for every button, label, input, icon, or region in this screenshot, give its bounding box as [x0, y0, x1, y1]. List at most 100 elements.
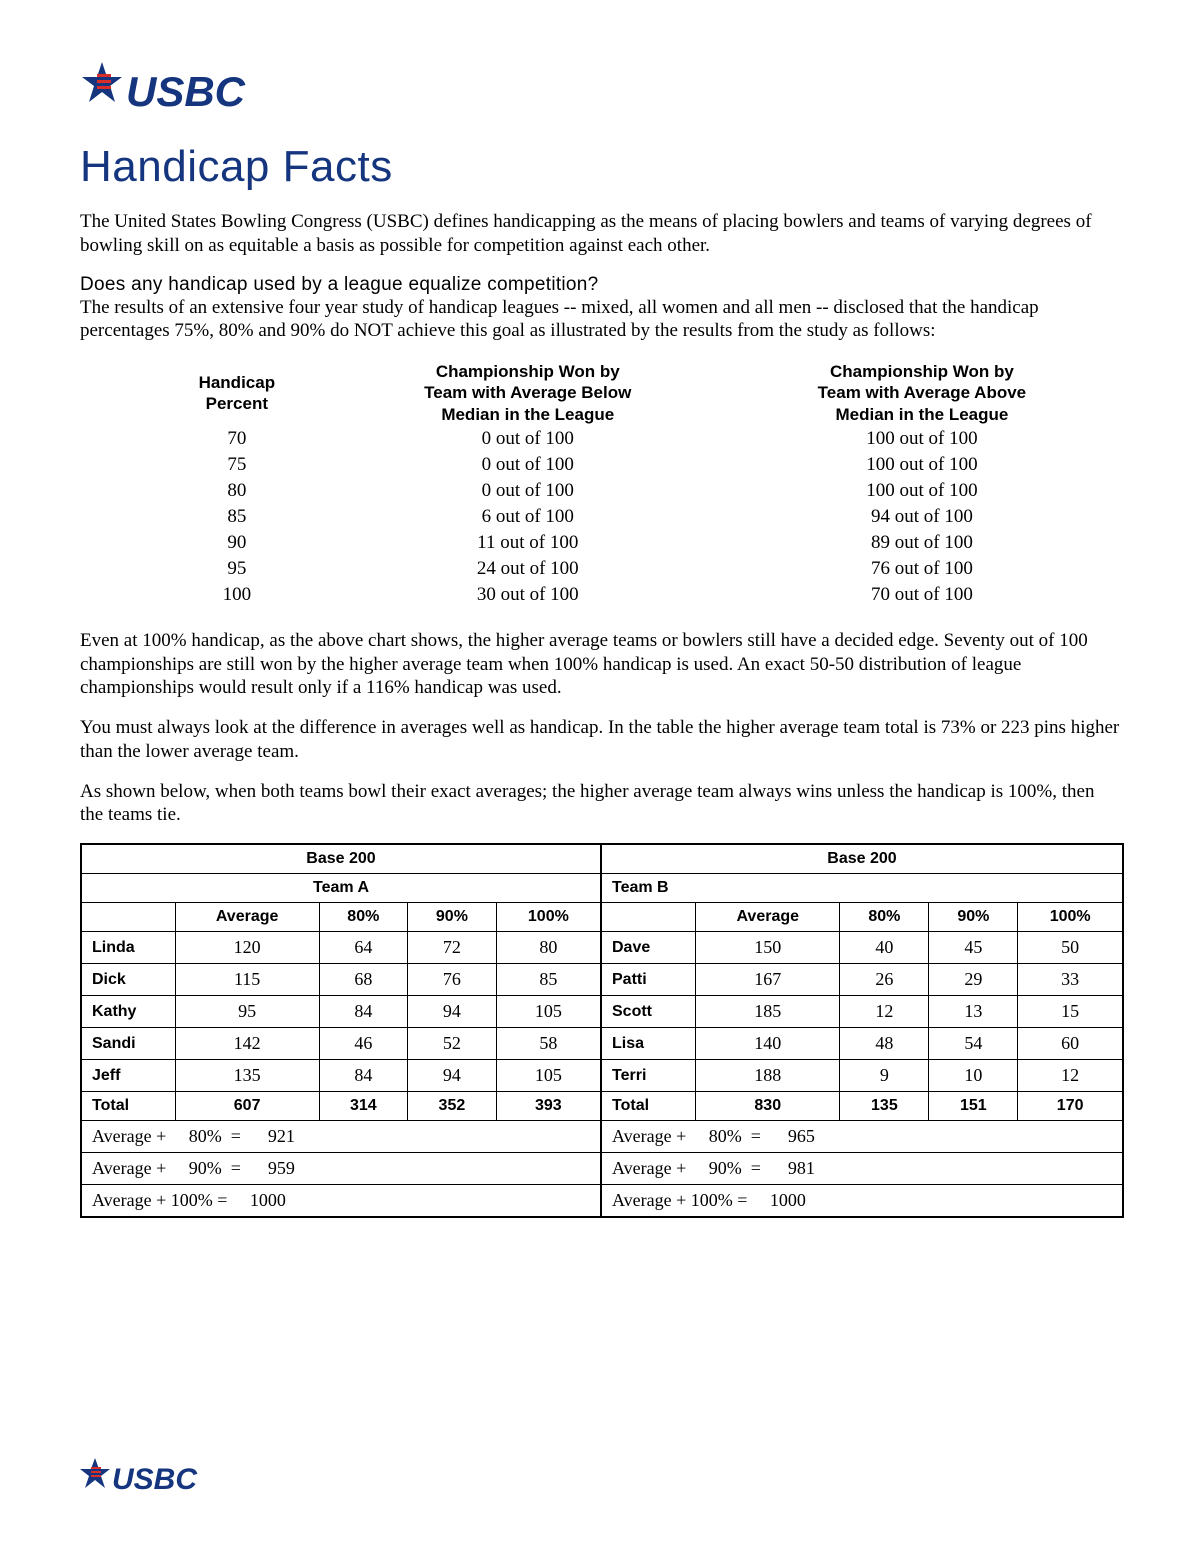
study-row: 10030 out of 10070 out of 100	[82, 583, 1118, 607]
total-100-a: 393	[496, 1092, 600, 1121]
usbc-footer-logo-svg: USBC	[80, 1457, 260, 1503]
player-row: Sandi142465258	[82, 1028, 600, 1060]
base-200-tables: Base 200 Team A Average 80% 90% 100% Lin…	[80, 843, 1124, 1218]
paragraph-4: As shown below, when both teams bowl the…	[80, 780, 1120, 828]
study-cell-below: 6 out of 100	[332, 505, 724, 529]
study-cell-percent: 90	[82, 531, 330, 555]
team-a-label: Team A	[82, 874, 600, 903]
col-100-a: 100%	[496, 903, 600, 932]
study-cell-below: 0 out of 100	[332, 479, 724, 503]
study-cell-above: 100 out of 100	[726, 427, 1118, 451]
player-row: Scott185121315	[602, 996, 1122, 1028]
player-90: 29	[929, 964, 1018, 996]
player-row: Dave150404550	[602, 932, 1122, 964]
player-name: Patti	[602, 964, 696, 996]
question-1-heading: Does any handicap used by a league equal…	[80, 274, 1120, 296]
question-1-text: The results of an extensive four year st…	[80, 296, 1120, 344]
player-80: 46	[319, 1028, 408, 1060]
team-b-body: Dave150404550Patti167262933Scott18512131…	[602, 932, 1122, 1092]
player-90: 13	[929, 996, 1018, 1028]
study-row: 9524 out of 10076 out of 100	[82, 557, 1118, 581]
player-90: 10	[929, 1060, 1018, 1092]
player-row: Patti167262933	[602, 964, 1122, 996]
player-avg: 188	[696, 1060, 840, 1092]
player-90: 54	[929, 1028, 1018, 1060]
study-results-table: HandicapPercent Championship Won byTeam …	[80, 359, 1120, 609]
player-name: Kathy	[82, 996, 175, 1028]
player-name: Sandi	[82, 1028, 175, 1060]
player-row: Dick115687685	[82, 964, 600, 996]
total-90-a: 352	[408, 1092, 497, 1121]
study-cell-below: 11 out of 100	[332, 531, 724, 555]
player-100: 85	[496, 964, 600, 996]
player-avg: 120	[175, 932, 319, 964]
player-name: Dave	[602, 932, 696, 964]
player-90: 94	[408, 996, 497, 1028]
player-name: Jeff	[82, 1060, 175, 1092]
page-title: Handicap Facts	[80, 142, 1120, 192]
col-100-b: 100%	[1018, 903, 1122, 932]
player-row: Jeff1358494105	[82, 1060, 600, 1092]
total-label-b: Total	[602, 1092, 696, 1121]
player-100: 105	[496, 996, 600, 1028]
team-a-panel: Base 200 Team A Average 80% 90% 100% Lin…	[82, 845, 602, 1216]
player-90: 52	[408, 1028, 497, 1060]
study-cell-above: 100 out of 100	[726, 453, 1118, 477]
intro-paragraph: The United States Bowling Congress (USBC…	[80, 210, 1120, 258]
player-avg: 140	[696, 1028, 840, 1060]
player-name: Terri	[602, 1060, 696, 1092]
team-a-table: Base 200 Team A Average 80% 90% 100% Lin…	[82, 845, 600, 1216]
player-80: 84	[319, 996, 408, 1028]
study-cell-above: 100 out of 100	[726, 479, 1118, 503]
team-b-panel: Base 200 Team B Average 80% 90% 100% Dav…	[602, 845, 1122, 1216]
player-100: 105	[496, 1060, 600, 1092]
col-average-b: Average	[696, 903, 840, 932]
study-cell-below: 0 out of 100	[332, 427, 724, 451]
player-avg: 142	[175, 1028, 319, 1060]
usbc-logo-text: USBC	[126, 68, 246, 115]
study-row: 9011 out of 10089 out of 100	[82, 531, 1118, 555]
study-cell-below: 30 out of 100	[332, 583, 724, 607]
study-header-above: Championship Won byTeam with Average Abo…	[726, 361, 1118, 425]
player-row: Terri18891012	[602, 1060, 1122, 1092]
study-header-percent: HandicapPercent	[82, 361, 330, 425]
base-label-b: Base 200	[602, 845, 1122, 874]
player-name: Lisa	[602, 1028, 696, 1060]
sum-a-0: Average + 80% = 921	[82, 1121, 600, 1153]
study-table-body: 700 out of 100100 out of 100750 out of 1…	[82, 427, 1118, 607]
player-100: 12	[1018, 1060, 1122, 1092]
total-100-b: 170	[1018, 1092, 1122, 1121]
col-80-a: 80%	[319, 903, 408, 932]
player-80: 68	[319, 964, 408, 996]
player-80: 26	[840, 964, 929, 996]
player-80: 64	[319, 932, 408, 964]
base-label-a: Base 200	[82, 845, 600, 874]
study-row: 800 out of 100100 out of 100	[82, 479, 1118, 503]
study-cell-above: 89 out of 100	[726, 531, 1118, 555]
player-90: 94	[408, 1060, 497, 1092]
player-row: Linda120647280	[82, 932, 600, 964]
study-row: 700 out of 100100 out of 100	[82, 427, 1118, 451]
study-cell-above: 94 out of 100	[726, 505, 1118, 529]
player-name: Dick	[82, 964, 175, 996]
player-name: Scott	[602, 996, 696, 1028]
player-100: 60	[1018, 1028, 1122, 1060]
player-100: 15	[1018, 996, 1122, 1028]
player-avg: 167	[696, 964, 840, 996]
total-80-a: 314	[319, 1092, 408, 1121]
player-avg: 95	[175, 996, 319, 1028]
study-row: 750 out of 100100 out of 100	[82, 453, 1118, 477]
player-row: Lisa140485460	[602, 1028, 1122, 1060]
blank-head-b	[602, 903, 696, 932]
sum-b-2: Average + 100% = 1000	[602, 1185, 1122, 1217]
sum-b-1: Average + 90% = 981	[602, 1153, 1122, 1185]
col-80-b: 80%	[840, 903, 929, 932]
svg-text:USBC: USBC	[112, 1463, 198, 1496]
col-90-a: 90%	[408, 903, 497, 932]
study-row: 856 out of 10094 out of 100	[82, 505, 1118, 529]
player-avg: 135	[175, 1060, 319, 1092]
paragraph-2: Even at 100% handicap, as the above char…	[80, 629, 1120, 700]
total-avg-b: 830	[696, 1092, 840, 1121]
sum-a-2: Average + 100% = 1000	[82, 1185, 600, 1217]
team-a-body: Linda120647280Dick115687685Kathy95849410…	[82, 932, 600, 1092]
